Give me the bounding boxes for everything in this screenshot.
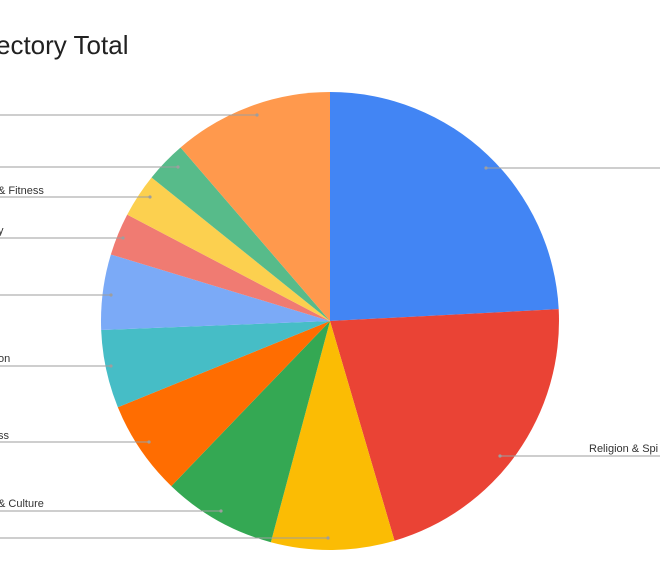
slice-label-4: & Culture (0, 498, 44, 510)
slice-label-9: & Fitness (0, 185, 44, 197)
leader-dot-3 (326, 536, 330, 540)
pie-slice-7 (101, 254, 330, 331)
pie-slice-2 (330, 309, 559, 541)
slice-label-5: ss (0, 430, 10, 442)
leader-dot-6 (109, 364, 113, 368)
leader-dot-7 (109, 293, 113, 297)
slice-label-8: y (0, 225, 4, 237)
pie-slice-9 (127, 177, 331, 321)
leader-dot-11 (255, 113, 259, 117)
pie-slice-3 (270, 321, 395, 551)
leader-dot-10 (176, 165, 180, 169)
slice-labels: Religion & Spi & Culture ss on y & Fitness (0, 185, 658, 510)
pie-slice-8 (110, 214, 331, 321)
leader-dot-4 (219, 509, 223, 513)
pie-slice-6 (101, 321, 331, 408)
leader-dot-5 (147, 440, 151, 444)
slice-label-6: on (0, 353, 10, 365)
leader-dot-2 (498, 454, 502, 458)
pie-slice-11 (180, 92, 330, 321)
leader-dot-8 (121, 236, 125, 240)
slice-label-2: Religion & Spi (589, 443, 658, 455)
leader-dot-1 (484, 166, 488, 170)
leader-dot-9 (148, 195, 152, 199)
pie-slice-5 (117, 321, 330, 487)
pie-slice-1 (330, 92, 559, 321)
pie-slices (101, 92, 559, 551)
pie-slice-10 (151, 147, 330, 321)
pie-slice-4 (171, 321, 330, 543)
chart-title: ectory Total (0, 30, 128, 60)
leader-lines (0, 113, 660, 540)
